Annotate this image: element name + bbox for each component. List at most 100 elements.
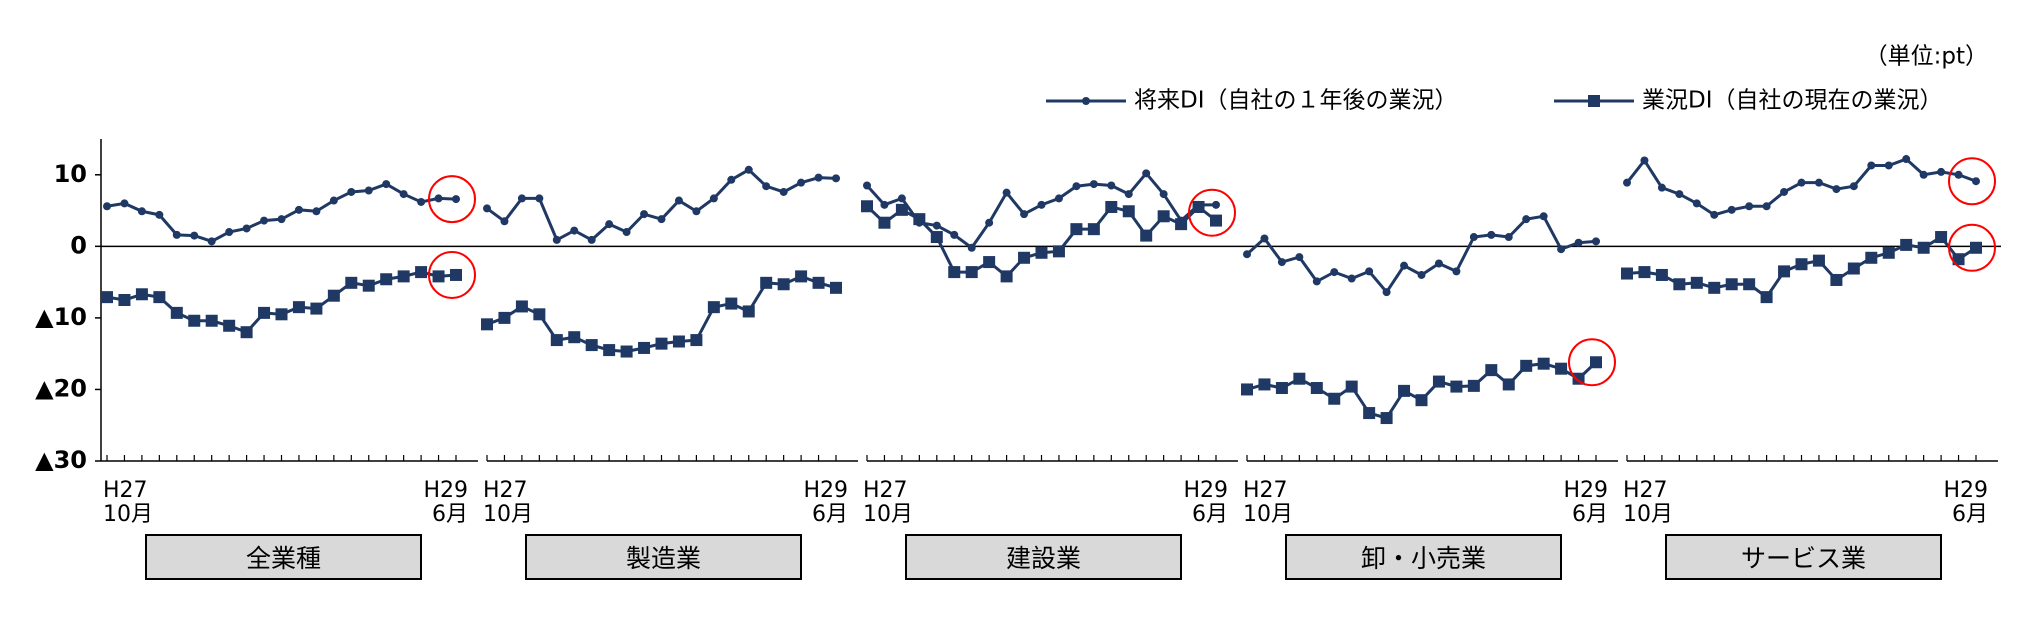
data-point <box>1122 205 1135 218</box>
data-point <box>1434 259 1443 268</box>
data-point <box>533 308 546 321</box>
data-point <box>1830 273 1843 286</box>
data-point <box>1000 270 1013 283</box>
data-point <box>1760 291 1773 304</box>
data-point <box>1469 233 1478 242</box>
data-point <box>1052 245 1065 258</box>
y-tick-label: ▲30 <box>35 446 87 474</box>
data-point <box>1797 178 1806 187</box>
data-point <box>275 308 288 321</box>
data-point <box>452 195 460 204</box>
data-point <box>1380 412 1393 425</box>
data-point <box>292 301 305 314</box>
data-point <box>260 216 269 225</box>
data-point <box>1675 190 1684 199</box>
legend-marker <box>1588 95 1600 107</box>
data-point <box>1107 181 1116 190</box>
data-point <box>1432 375 1445 388</box>
highlight-circle <box>428 250 476 299</box>
data-point <box>552 235 561 244</box>
data-point <box>1795 258 1808 271</box>
data-point <box>137 207 146 216</box>
data-point <box>242 224 251 233</box>
x-tick-label: H27 10月 <box>1243 478 1293 527</box>
x-tick-label: H27 10月 <box>863 478 913 527</box>
data-point <box>744 165 753 174</box>
data-point <box>294 205 303 214</box>
data-point <box>417 197 426 206</box>
data-point <box>1743 278 1756 291</box>
data-point <box>135 288 148 301</box>
data-point <box>585 339 598 352</box>
data-point <box>1159 190 1168 199</box>
data-point <box>1557 245 1566 254</box>
data-point <box>795 270 808 283</box>
data-point <box>1277 258 1286 267</box>
panel-label: サービス業 <box>1665 534 1942 580</box>
legend-label: 将来DI（自社の１年後の業況） <box>1134 88 1458 114</box>
x-tick-label: H29 6月 <box>1943 478 1988 527</box>
data-point <box>1623 178 1631 187</box>
data-point <box>1020 210 1029 219</box>
data-point <box>1504 233 1513 242</box>
data-point <box>1555 362 1568 375</box>
data-point <box>814 173 823 182</box>
data-point <box>1952 253 1965 266</box>
panel-label: 製造業 <box>525 534 802 580</box>
data-point <box>1745 202 1754 211</box>
data-point <box>1692 199 1701 208</box>
data-point <box>830 281 842 294</box>
data-point <box>481 318 493 331</box>
data-point <box>1037 200 1046 209</box>
data-point <box>1592 237 1600 246</box>
data-point <box>312 207 321 216</box>
y-tick-label: ▲20 <box>35 374 87 402</box>
data-point <box>1708 281 1721 294</box>
data-point <box>1657 183 1666 192</box>
x-tick-label: H29 6月 <box>423 478 468 527</box>
data-point <box>932 221 941 230</box>
data-point <box>587 235 596 244</box>
data-point <box>983 256 996 269</box>
panel-label: 全業種 <box>145 534 422 580</box>
data-point <box>1105 200 1118 213</box>
data-point <box>1192 200 1205 213</box>
highlight-circle <box>1568 338 1616 387</box>
data-point <box>153 291 166 304</box>
data-point <box>1847 262 1860 275</box>
data-point <box>170 306 183 319</box>
data-point <box>913 213 926 226</box>
data-point <box>690 334 703 347</box>
data-point <box>779 187 788 196</box>
data-point <box>1487 230 1496 239</box>
data-point <box>709 194 718 203</box>
data-point <box>1398 384 1411 397</box>
data-point <box>380 273 393 286</box>
data-point <box>1260 234 1269 243</box>
data-point <box>1365 267 1374 276</box>
data-point <box>1673 278 1686 291</box>
data-point <box>777 278 790 291</box>
data-point <box>310 302 323 315</box>
data-point <box>1537 357 1550 370</box>
highlight-circle <box>1948 223 1996 272</box>
panel-label: 卸・小売業 <box>1285 534 1562 580</box>
data-point <box>172 230 181 239</box>
data-point <box>225 228 234 237</box>
data-point <box>1919 170 1928 179</box>
data-point <box>277 215 286 224</box>
data-point <box>1725 278 1738 291</box>
data-point <box>1089 180 1098 189</box>
data-point <box>1640 156 1649 165</box>
data-point <box>638 341 651 354</box>
data-point <box>880 200 889 209</box>
data-point <box>120 199 129 208</box>
data-point <box>1690 276 1703 289</box>
series-line <box>486 167 837 242</box>
data-point <box>1900 238 1913 251</box>
data-point <box>1937 167 1946 176</box>
data-point <box>655 337 668 350</box>
data-point <box>1970 241 1982 254</box>
data-point <box>382 180 391 189</box>
data-point <box>1778 265 1791 278</box>
